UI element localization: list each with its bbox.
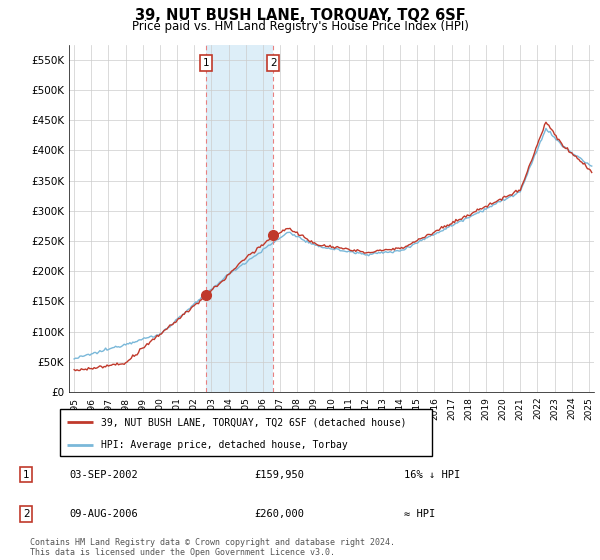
- Text: 09-AUG-2006: 09-AUG-2006: [70, 509, 139, 519]
- Text: ≈ HPI: ≈ HPI: [404, 509, 435, 519]
- Text: 39, NUT BUSH LANE, TORQUAY, TQ2 6SF (detached house): 39, NUT BUSH LANE, TORQUAY, TQ2 6SF (det…: [101, 417, 406, 427]
- Text: 2: 2: [23, 509, 30, 519]
- Text: 39, NUT BUSH LANE, TORQUAY, TQ2 6SF: 39, NUT BUSH LANE, TORQUAY, TQ2 6SF: [134, 8, 466, 24]
- Text: 2: 2: [270, 58, 277, 68]
- Bar: [206, 45, 274, 392]
- Text: 03-SEP-2002: 03-SEP-2002: [70, 470, 139, 480]
- Text: HPI: Average price, detached house, Torbay: HPI: Average price, detached house, Torb…: [101, 440, 347, 450]
- Text: Contains HM Land Registry data © Crown copyright and database right 2024.
This d: Contains HM Land Registry data © Crown c…: [30, 538, 395, 557]
- Text: £260,000: £260,000: [254, 509, 304, 519]
- Text: 16% ↓ HPI: 16% ↓ HPI: [404, 470, 460, 480]
- Text: Price paid vs. HM Land Registry's House Price Index (HPI): Price paid vs. HM Land Registry's House …: [131, 20, 469, 32]
- Text: 1: 1: [23, 470, 30, 480]
- Text: 1: 1: [202, 58, 209, 68]
- Text: £159,950: £159,950: [254, 470, 304, 480]
